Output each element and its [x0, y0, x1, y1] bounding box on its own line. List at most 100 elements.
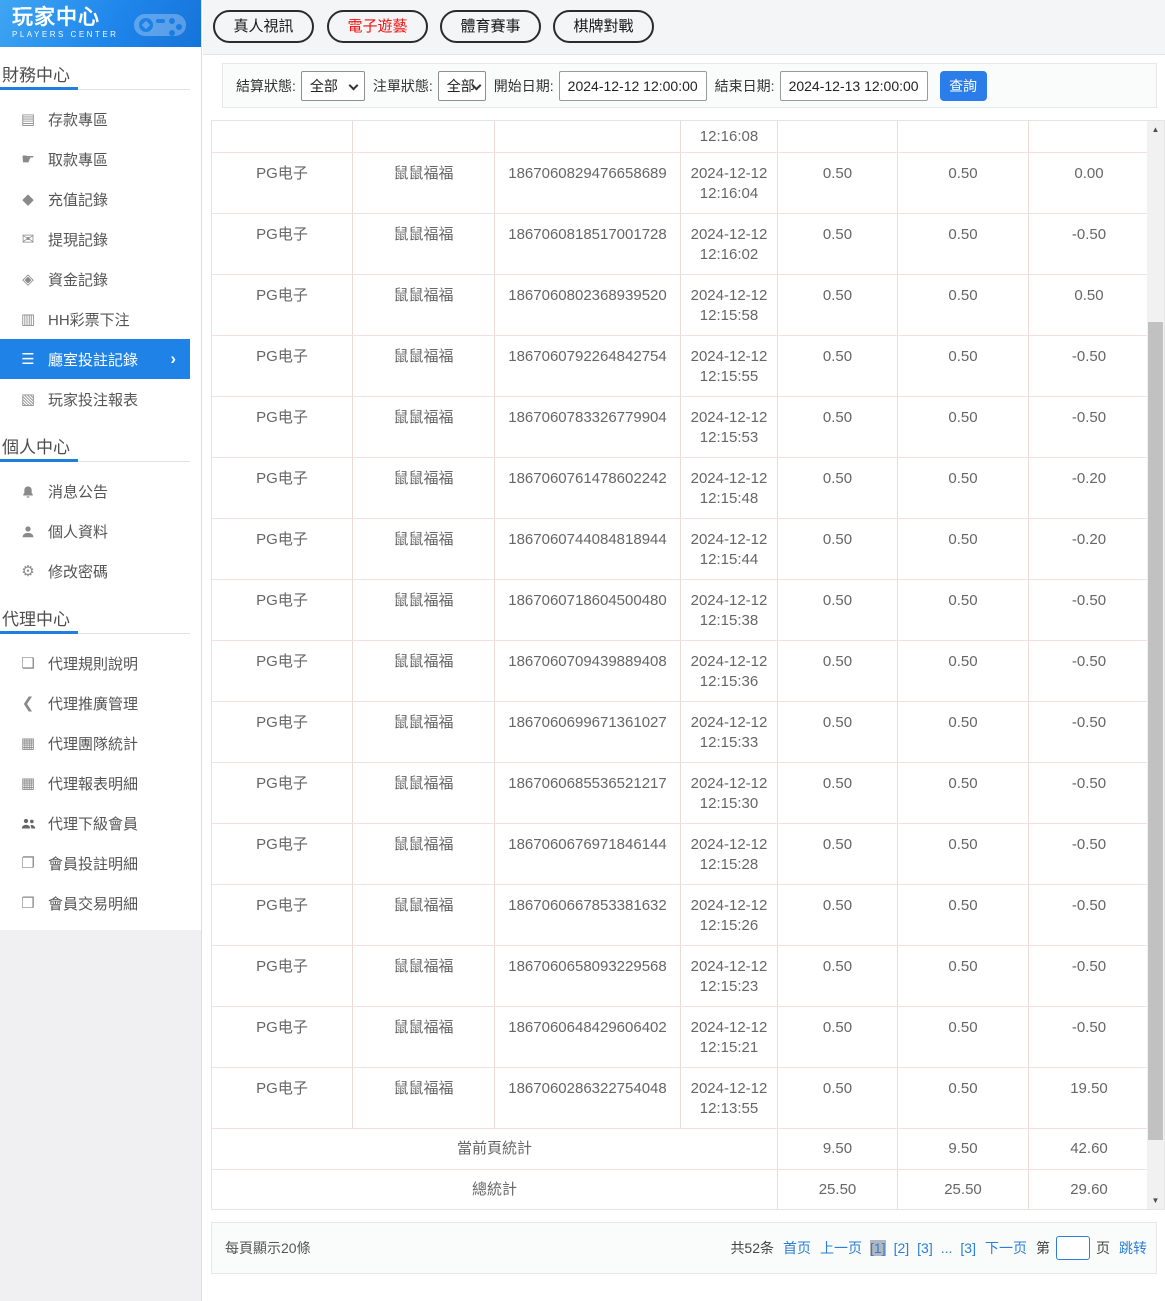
sidebar-item-agent-sub-members[interactable]: 代理下級會員 — [0, 803, 190, 843]
scrollbar-thumb[interactable] — [1148, 322, 1163, 1140]
cell-hall: PG电子 — [212, 275, 353, 335]
cell-time: 2024-12-12 12:15:48 — [681, 458, 778, 518]
cell-bet-id: 1867060718604500480 — [495, 580, 681, 640]
page-summary-row: 當前頁統計 9.50 9.50 42.60 — [212, 1129, 1149, 1170]
order-status-label: 注單狀態: — [372, 77, 433, 94]
jump-link[interactable]: 跳转 — [1119, 1240, 1147, 1256]
sidebar-item-change-password[interactable]: ⚙ 修改密碼 — [0, 551, 190, 591]
total-summary-label: 總統計 — [212, 1170, 778, 1209]
cell-hall: PG电子 — [212, 153, 353, 213]
sidebar-item-announcements[interactable]: 消息公告 — [0, 471, 190, 511]
sidebar-item-player-bet-report[interactable]: ▧ 玩家投注報表 — [0, 379, 190, 419]
start-date-input[interactable] — [558, 70, 707, 101]
report-icon: ▦ — [20, 735, 36, 752]
page-number-2[interactable]: [2] — [893, 1240, 910, 1256]
scrollbar-down-arrow-icon[interactable]: ▼ — [1151, 1196, 1160, 1205]
prev-page-link[interactable]: 上一页 — [820, 1240, 863, 1256]
chevron-down-icon — [348, 80, 359, 90]
cell-bet-id: 1867060761478602242 — [495, 458, 681, 518]
page-summary-bet: 9.50 — [778, 1129, 898, 1169]
sidebar-item-funds-record[interactable]: ◈ 資金記錄 — [0, 259, 190, 299]
pager: 共52条 首页 上一页 [1] [2] [3] ... [3] 下一页 第 页 … — [721, 1236, 1147, 1260]
cell-hall: PG电子 — [212, 946, 353, 1006]
sidebar-item-agent-rules[interactable]: ❏ 代理規則說明 — [0, 643, 190, 683]
page-number-1[interactable]: [1] — [870, 1240, 886, 1256]
cell-time: 2024-12-12 12:15:21 — [681, 1007, 778, 1067]
sidebar-item-hh-lottery-bet[interactable]: ▥ HH彩票下注 — [0, 299, 190, 339]
end-date-input[interactable] — [779, 70, 928, 101]
settle-status-select[interactable]: 全部 — [300, 70, 365, 101]
search-button[interactable]: 查詢 — [939, 70, 987, 101]
page-summary-label: 當前頁統計 — [212, 1129, 778, 1169]
sidebar-item-withdrawal-record[interactable]: ✉ 提現記錄 — [0, 219, 190, 259]
first-page-link[interactable]: 首页 — [783, 1240, 812, 1256]
cell-game: 鼠鼠福福 — [353, 336, 495, 396]
bet-records-table: 12:16:08 PG电子 鼠鼠福福 1867060829476658689 2… — [211, 120, 1165, 1210]
page-number-3[interactable]: [3] — [917, 1240, 933, 1256]
cell-win-loss: -0.50 — [1071, 1019, 1107, 1036]
sidebar-item-room-bet-record[interactable]: ☰ 廳室投註記錄 › — [0, 339, 190, 379]
cell-valid-amount: 0.50 — [898, 397, 1029, 457]
sidebar-item-deposit-area[interactable]: ▤ 存款專區 — [0, 99, 190, 139]
table-row: PG电子 鼠鼠福福 1867060792264842754 2024-12-12… — [212, 336, 1149, 397]
cell-valid-amount: 0.50 — [898, 763, 1029, 823]
sidebar-item-agent-promotion[interactable]: ❮ 代理推廣管理 — [0, 683, 190, 723]
cell-bet-id: 1867060802368939520 — [495, 275, 681, 335]
sidebar-item-agent-team-stats[interactable]: ▦ 代理團隊統計 — [0, 723, 190, 763]
jump-page-input[interactable] — [1056, 1236, 1090, 1260]
cell-time: 2024-12-12 12:15:36 — [681, 641, 778, 701]
table-row: PG电子 鼠鼠福福 1867060667853381632 2024-12-12… — [212, 885, 1149, 946]
cell-time: 2024-12-12 12:15:33 — [681, 702, 778, 762]
cell-valid-amount: 0.50 — [898, 946, 1029, 1006]
table-row: PG电子 鼠鼠福福 1867060286322754048 2024-12-12… — [212, 1068, 1149, 1129]
cell-game: 鼠鼠福福 — [353, 458, 495, 518]
sidebar: 玩家中心 PLAYERS CENTER 財務中心 ▤ 存款專區 ☛ 取款專區 ◆… — [0, 0, 202, 930]
cell-bet-id: 1867060648429606402 — [495, 1007, 681, 1067]
cell-bet-amount: 0.50 — [778, 1007, 898, 1067]
total-summary-valid: 25.50 — [898, 1170, 1029, 1209]
cell-bet-id: 1867060676971846144 — [495, 824, 681, 884]
cell-win-loss: -0.50 — [1071, 836, 1107, 853]
tab-sports[interactable]: 體育賽事 — [440, 10, 541, 43]
cell-hall: PG电子 — [212, 1007, 353, 1067]
cell-hall: PG电子 — [212, 458, 353, 518]
vertical-scrollbar[interactable]: ▲ ▼ — [1147, 121, 1164, 1209]
cell-hall: PG电子 — [212, 519, 353, 579]
table-row: PG电子 鼠鼠福福 1867060709439889408 2024-12-12… — [212, 641, 1149, 702]
cell-time: 2024-12-12 12:15:55 — [681, 336, 778, 396]
cell-game: 鼠鼠福福 — [353, 397, 495, 457]
cell-valid-amount: 0.50 — [898, 1007, 1029, 1067]
cell-bet-amount: 0.50 — [778, 885, 898, 945]
table-row: PG电子 鼠鼠福福 1867060676971846144 2024-12-12… — [212, 824, 1149, 885]
cell-bet-amount: 0.50 — [778, 702, 898, 762]
section-title-finance: 財務中心 — [2, 66, 70, 85]
cell-time: 2024-12-12 12:16:02 — [681, 214, 778, 274]
page-number-last[interactable]: [3] — [960, 1240, 976, 1256]
order-status-select[interactable]: 全部 — [437, 70, 486, 101]
sidebar-item-profile[interactable]: 個人資料 — [0, 511, 190, 551]
cell-hall: PG电子 — [212, 641, 353, 701]
sidebar-item-member-transaction-detail[interactable]: ❒ 會員交易明細 — [0, 883, 190, 923]
cell-bet-amount: 0.50 — [778, 1068, 898, 1128]
sidebar-item-withdraw-area[interactable]: ☛ 取款專區 — [0, 139, 190, 179]
sidebar-item-member-bet-detail[interactable]: ❐ 會員投註明細 — [0, 843, 190, 883]
cell-win-loss: -0.50 — [1071, 958, 1107, 975]
deposit-area-icon: ▤ — [20, 111, 36, 128]
tab-board-games[interactable]: 棋牌對戰 — [553, 10, 654, 43]
cell-hall: PG电子 — [212, 336, 353, 396]
scrollbar-up-arrow-icon[interactable]: ▲ — [1151, 125, 1160, 134]
total-count-label: 共52条 — [730, 1240, 775, 1256]
people-icon — [17, 815, 39, 832]
report-icon: ▦ — [20, 775, 36, 792]
withdraw-area-icon: ☛ — [21, 151, 35, 168]
sidebar-item-agent-report-detail[interactable]: ▦ 代理報表明細 — [0, 763, 190, 803]
cell-bet-amount: 0.50 — [778, 153, 898, 213]
tab-electronic-games[interactable]: 電子遊藝 — [327, 10, 428, 43]
sidebar-item-recharge-record[interactable]: ◆ 充值記錄 — [0, 179, 190, 219]
section-title-agent: 代理中心 — [2, 610, 70, 629]
tab-live-video[interactable]: 真人視訊 — [213, 10, 314, 43]
cell-hall: PG电子 — [212, 1068, 353, 1128]
bell-icon — [17, 483, 39, 500]
next-page-link[interactable]: 下一页 — [985, 1240, 1027, 1256]
cell-win-loss: -0.50 — [1071, 653, 1107, 670]
